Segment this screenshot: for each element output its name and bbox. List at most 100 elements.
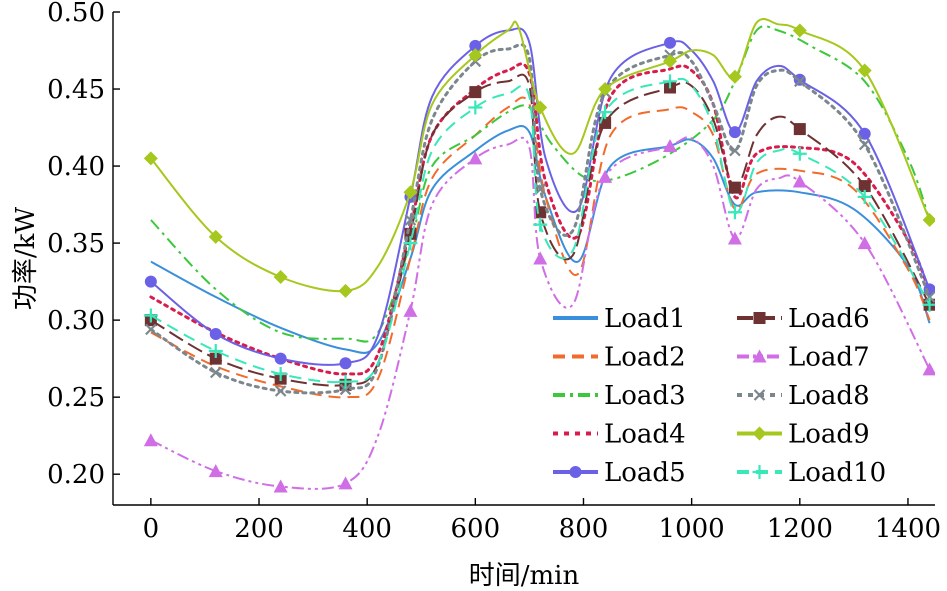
series-line-load4 bbox=[149, 62, 932, 376]
legend-item-load10: Load10 bbox=[737, 458, 886, 488]
data-point-load7 bbox=[792, 174, 807, 188]
data-point-load9 bbox=[533, 100, 548, 115]
data-point-load7 bbox=[598, 169, 613, 183]
data-point-load10 bbox=[468, 100, 483, 115]
data-point-load9 bbox=[598, 82, 613, 97]
legend-item-load6: Load6 bbox=[737, 304, 870, 334]
y-tick-label: 0.40 bbox=[47, 152, 105, 182]
data-point-load10 bbox=[857, 189, 872, 204]
data-point-load9 bbox=[792, 23, 807, 38]
series-load9 bbox=[143, 18, 935, 298]
y-tick-label: 0.30 bbox=[47, 306, 105, 336]
x-tick-label: 400 bbox=[342, 514, 392, 544]
data-point-load10 bbox=[663, 74, 678, 89]
data-point-load10 bbox=[727, 205, 742, 220]
x-tick-label: 1000 bbox=[659, 514, 725, 544]
x-axis-title: 时间/min bbox=[469, 561, 580, 591]
legend-item-load3: Load3 bbox=[553, 381, 686, 411]
data-point-load9 bbox=[922, 212, 935, 227]
data-point-load6 bbox=[209, 352, 222, 365]
x-tick-label: 1200 bbox=[767, 514, 833, 544]
data-point-load10 bbox=[792, 146, 807, 161]
legend-label: Load1 bbox=[604, 304, 686, 334]
y-tick-label: 0.50 bbox=[47, 0, 105, 28]
data-point-load5 bbox=[144, 275, 157, 288]
series-line-load9 bbox=[150, 18, 931, 293]
series-layer bbox=[143, 18, 935, 493]
data-point-load8 bbox=[404, 214, 417, 226]
data-point-load8 bbox=[274, 385, 287, 397]
data-point-load5 bbox=[664, 36, 677, 49]
data-point-load7 bbox=[273, 479, 288, 493]
series-load2 bbox=[150, 96, 931, 399]
series-line-load7 bbox=[150, 136, 931, 490]
data-point-load5 bbox=[728, 126, 741, 139]
data-point-load8 bbox=[339, 383, 352, 396]
legend-marker bbox=[752, 465, 767, 479]
series-line-load10 bbox=[150, 77, 931, 384]
data-point-load8 bbox=[209, 366, 222, 379]
data-point-load9 bbox=[663, 54, 678, 69]
legend-item-load2: Load2 bbox=[553, 343, 686, 373]
series-load10 bbox=[143, 74, 935, 389]
y-tick-label: 0.35 bbox=[47, 229, 105, 259]
series-load4 bbox=[149, 62, 932, 376]
data-point-load9 bbox=[338, 283, 353, 298]
y-axis-title: 功率/kW bbox=[11, 207, 41, 311]
x-tick-label: 600 bbox=[451, 514, 501, 544]
legend: Load1 Load2 Load3 Load4 Load5 Load6 Load7 Load8… bbox=[553, 304, 886, 488]
data-point-load7 bbox=[468, 151, 483, 165]
legend-marker bbox=[569, 466, 582, 478]
legend-item-load7: Load7 bbox=[737, 343, 870, 373]
x-tick-label: 1400 bbox=[875, 514, 941, 544]
legend-label: Load6 bbox=[788, 304, 870, 334]
data-point-load9 bbox=[468, 48, 483, 63]
data-point-load7 bbox=[208, 464, 223, 478]
legend-label: Load5 bbox=[604, 458, 686, 488]
series-line-load5 bbox=[150, 27, 931, 366]
data-point-load10 bbox=[208, 343, 223, 358]
data-point-load6 bbox=[793, 123, 806, 136]
series-line-load8 bbox=[149, 43, 932, 395]
x-tick-label: 0 bbox=[143, 514, 160, 544]
data-point-load7 bbox=[663, 139, 678, 153]
data-point-load8 bbox=[923, 291, 935, 303]
legend-item-load5: Load5 bbox=[553, 458, 686, 488]
data-point-load10 bbox=[922, 297, 935, 312]
data-point-load7 bbox=[922, 362, 935, 376]
data-point-load10 bbox=[273, 367, 288, 382]
series-line-load2 bbox=[150, 96, 931, 399]
legend-marker bbox=[752, 349, 767, 363]
data-point-load10 bbox=[533, 217, 548, 232]
data-point-load6 bbox=[728, 181, 741, 194]
data-point-load8 bbox=[794, 75, 806, 88]
legend-label: Load10 bbox=[788, 458, 886, 488]
axes: 0 200 400 600 800 1000 1200 1400 0.20 0.25 0.30 0.3… bbox=[11, 0, 941, 591]
data-point-load8 bbox=[858, 138, 871, 151]
legend-marker bbox=[753, 389, 766, 401]
legend-item-load9: Load9 bbox=[737, 420, 870, 450]
legend-item-load4: Load4 bbox=[553, 420, 686, 450]
x-tick-label: 200 bbox=[234, 514, 284, 544]
data-point-load5 bbox=[339, 357, 352, 370]
data-point-load10 bbox=[338, 374, 353, 389]
series-load5 bbox=[144, 27, 935, 370]
data-point-load7 bbox=[403, 303, 418, 317]
legend-label: Load4 bbox=[604, 420, 686, 450]
data-point-load7 bbox=[338, 476, 353, 490]
data-point-load8 bbox=[729, 144, 741, 157]
legend-label: Load8 bbox=[788, 381, 870, 411]
data-point-load7 bbox=[727, 231, 742, 245]
data-point-load6 bbox=[469, 86, 482, 99]
data-point-load9 bbox=[208, 229, 223, 244]
data-point-load6 bbox=[858, 180, 871, 193]
data-point-load7 bbox=[143, 433, 158, 447]
legend-marker bbox=[752, 426, 767, 441]
y-tick-label: 0.45 bbox=[47, 75, 105, 105]
data-point-load5 bbox=[209, 327, 222, 340]
y-tick-label: 0.25 bbox=[47, 383, 105, 413]
data-point-load9 bbox=[727, 69, 742, 84]
data-point-load10 bbox=[403, 236, 418, 251]
legend-label: Load7 bbox=[788, 343, 870, 373]
